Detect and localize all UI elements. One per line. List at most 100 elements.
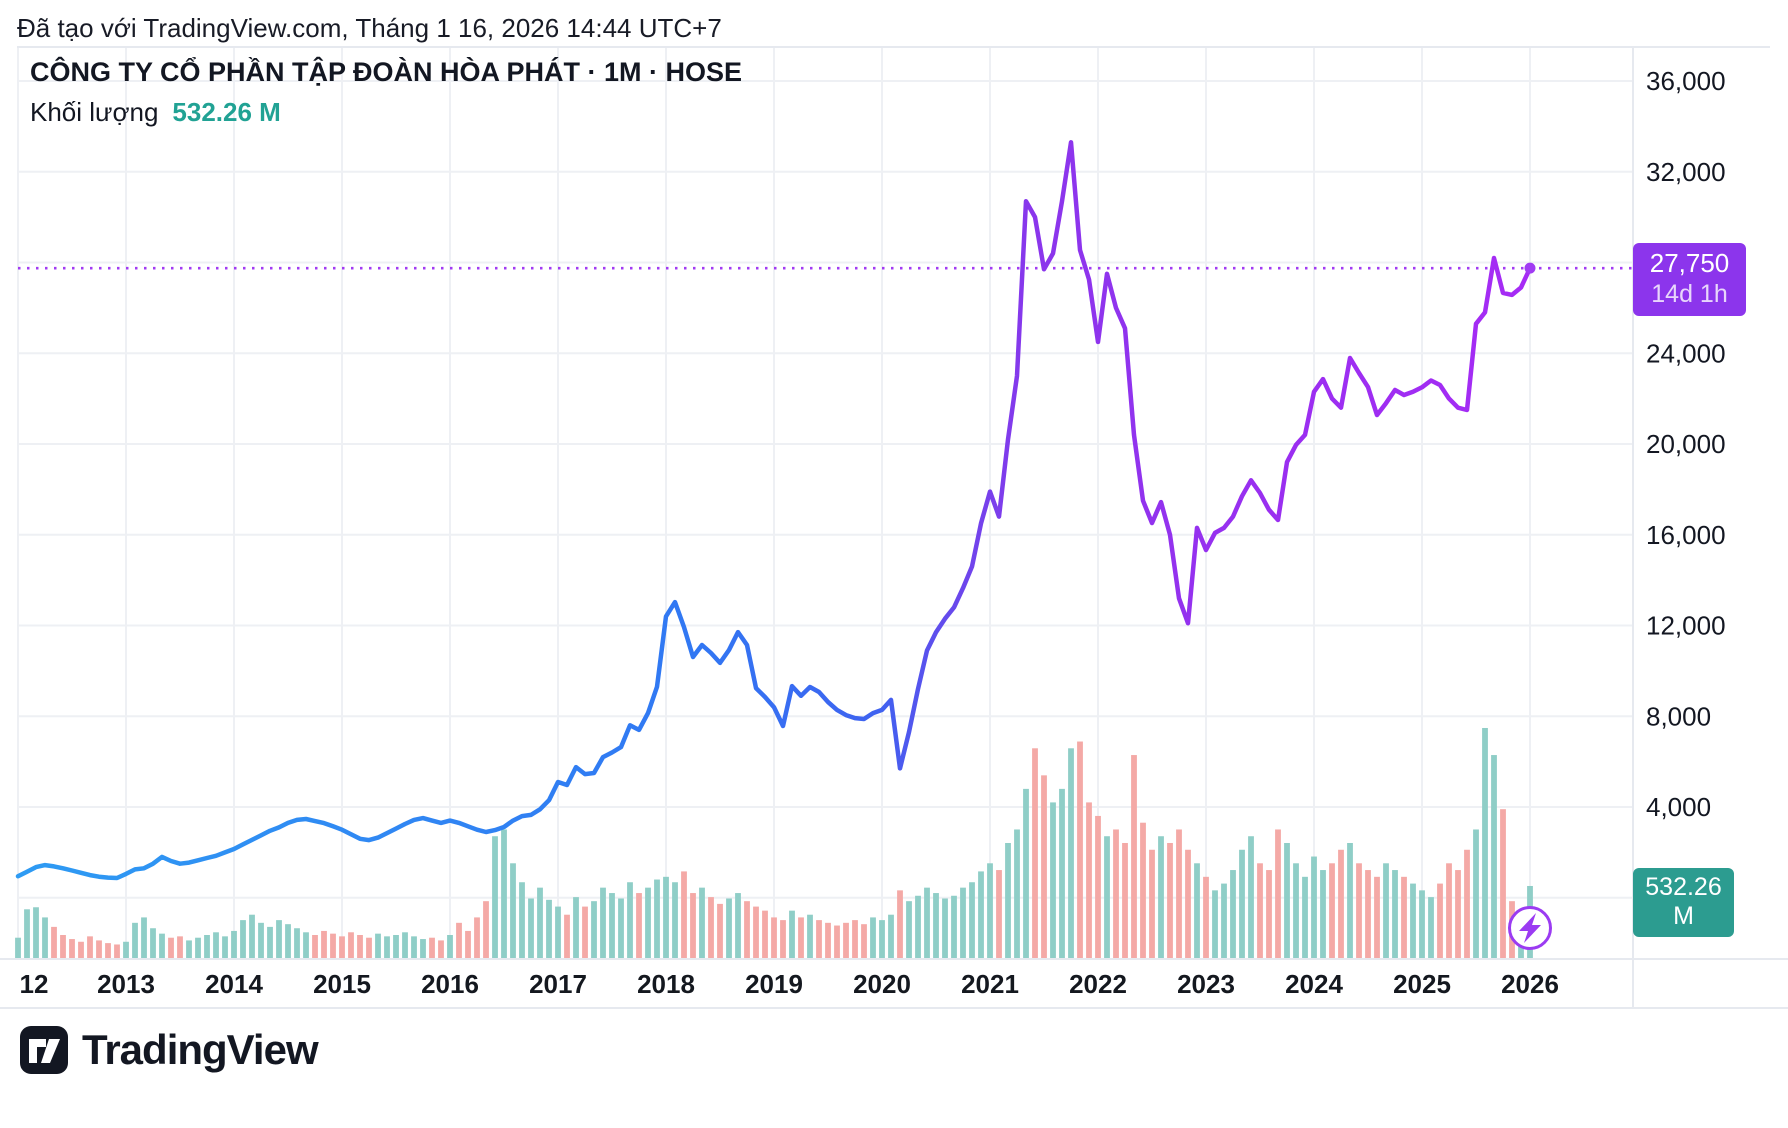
volume-badge: 532.26 M	[1633, 868, 1734, 937]
volume-bar	[1284, 842, 1290, 958]
volume-bar	[753, 906, 759, 958]
volume-bar	[663, 876, 669, 958]
volume-bar	[1221, 883, 1227, 958]
symbol-title: CÔNG TY CỔ PHẦN TẬP ĐOÀN HÒA PHÁT · 1M ·…	[30, 57, 743, 87]
volume-bar	[528, 898, 534, 958]
x-axis-label: 2024	[1285, 969, 1343, 999]
volume-bar	[1167, 842, 1173, 958]
volume-bar	[150, 928, 156, 958]
volume-bar	[537, 887, 543, 958]
volume-bar	[1266, 870, 1272, 958]
volume-bar	[1437, 883, 1443, 958]
volume-bar	[1212, 890, 1218, 958]
volume-bar	[780, 920, 786, 958]
volume-bar	[393, 934, 399, 958]
volume-bar	[843, 922, 849, 958]
volume-bar	[969, 882, 975, 958]
x-axis-label: 2022	[1069, 969, 1127, 999]
volume-bar	[1005, 842, 1011, 958]
volume-bar	[1356, 863, 1362, 958]
volume-bar	[42, 917, 48, 958]
volume-legend-value: 532.26 M	[172, 97, 281, 127]
volume-bar	[897, 890, 903, 958]
volume-bar	[447, 934, 453, 958]
volume-bar	[906, 901, 912, 958]
volume-bar	[483, 901, 489, 958]
volume-bar	[789, 910, 795, 958]
volume-bar	[249, 914, 255, 958]
volume-bar	[438, 940, 444, 958]
x-axis-label: 2018	[637, 969, 695, 999]
time-axis[interactable]: 12 2013 2014 2015 2016 2017 2018 2019 2020 2021 20…	[20, 969, 1559, 999]
volume-bar	[555, 906, 561, 958]
volume-bar	[267, 926, 273, 958]
volume-bar	[1428, 897, 1434, 958]
volume-bar	[294, 928, 300, 958]
volume-bar	[1491, 755, 1497, 958]
x-axis-label: 2013	[97, 969, 155, 999]
volume-bar	[1410, 883, 1416, 958]
last-price-badge: 27,750 14d 1h	[1633, 243, 1746, 316]
volume-bar	[798, 917, 804, 958]
volume-bar	[258, 922, 264, 958]
y-axis-label: 24,000	[1646, 338, 1726, 368]
tradingview-logo-icon	[20, 1026, 68, 1074]
tradingview-logo-text: TradingView	[82, 1026, 319, 1073]
volume-bar	[411, 936, 417, 958]
volume-bar	[312, 934, 318, 958]
volume-bar	[69, 939, 75, 958]
volume-bar	[141, 917, 147, 958]
tradingview-logo[interactable]: TradingView	[20, 1026, 319, 1074]
volume-bar	[618, 898, 624, 958]
x-axis-label: 2017	[529, 969, 587, 999]
y-axis-label: 20,000	[1646, 429, 1726, 459]
price-axis[interactable]: 36,000 32,000 24,000 20,000 16,000 12,000 8,00…	[1646, 66, 1726, 913]
volume-bar	[627, 882, 633, 958]
volume-bar	[195, 937, 201, 958]
volume-bar	[582, 906, 588, 958]
x-axis-label: 2025	[1393, 969, 1451, 999]
volume-bar	[1293, 863, 1299, 958]
volume-bar	[1419, 890, 1425, 958]
volume-bar	[942, 898, 948, 958]
volume-bar	[402, 932, 408, 958]
volume-bar	[879, 920, 885, 958]
volume-bar	[1077, 741, 1083, 958]
volume-bar	[510, 863, 516, 958]
volume-bar	[744, 901, 750, 958]
volume-bar	[1455, 870, 1461, 958]
volume-bar	[330, 933, 336, 958]
volume-bar	[132, 922, 138, 958]
volume-bar	[951, 895, 957, 958]
volume-bar	[456, 922, 462, 958]
y-axis-label: 4,000	[1646, 792, 1711, 822]
volume-bar	[1500, 809, 1506, 958]
volume-bar	[1068, 748, 1074, 958]
volume-bar	[1347, 842, 1353, 958]
attribution-text: Đã tạo với TradingView.com, Tháng 1 16, …	[17, 13, 722, 43]
x-axis-label: 2014	[205, 969, 263, 999]
volume-bar	[1149, 849, 1155, 958]
volume-bar	[1275, 829, 1281, 958]
volume-bar	[717, 903, 723, 958]
volume-bar	[690, 893, 696, 958]
volume-bar	[1176, 829, 1182, 958]
volume-bar	[978, 871, 984, 958]
volume-badge-value: 532.26 M	[1645, 873, 1722, 930]
volume-bar	[213, 932, 219, 958]
volume-bar	[348, 932, 354, 958]
volume-bar	[1086, 802, 1092, 958]
volume-bar	[933, 893, 939, 958]
volume-bar	[60, 934, 66, 958]
volume-bar	[231, 930, 237, 958]
volume-bar	[285, 924, 291, 958]
chart-legend: CÔNG TY CỔ PHẦN TẬP ĐOÀN HÒA PHÁT · 1M ·…	[30, 57, 742, 128]
volume-bar	[1383, 863, 1389, 958]
volume-bar	[465, 930, 471, 958]
volume-bar	[1095, 815, 1101, 958]
volume-bar	[33, 907, 39, 958]
volume-bar	[222, 936, 228, 958]
volume-bar	[1059, 788, 1065, 958]
